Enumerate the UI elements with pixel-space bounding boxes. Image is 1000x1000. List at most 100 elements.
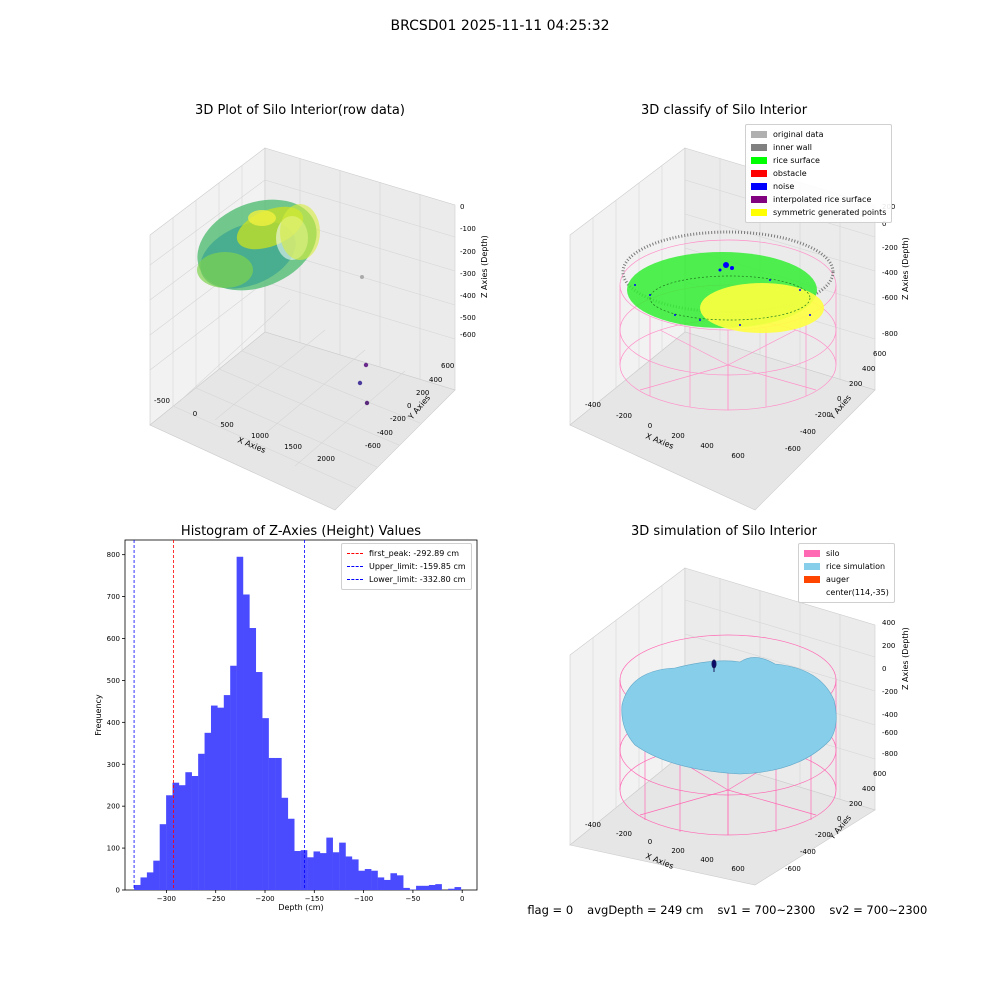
histogram-bar [185,772,192,890]
y-tick: 400 [862,785,875,793]
floor-pane [569,751,876,886]
legend-item: inner wall [751,141,886,154]
y-tick-label: 800 [107,551,120,559]
legend-label: interpolated rice surface [773,195,872,204]
z-tick: -600 [460,331,476,339]
legend-item: interpolated rice surface [751,193,886,206]
z-tick: 0 [460,203,464,211]
histogram-bar [134,884,141,890]
legend-label: rice simulation [826,562,886,571]
noise-points [634,262,811,326]
x-tick: 600 [731,865,744,873]
x-tick: 0 [193,410,197,418]
y-tick: -400 [377,429,393,437]
figure-title: BRCSD01 2025-11-11 04:25:32 [390,18,610,34]
legend-swatch [751,183,767,190]
x-tick: -400 [585,401,601,409]
z-axis-label: Z Axies (Depth) [901,627,910,690]
legend-swatch [751,209,767,216]
x-tick-label: −50 [406,895,421,903]
legend-swatch [804,576,820,583]
legend-label: noise [773,182,795,191]
z-tick: -200 [460,248,476,256]
x-tick: 2000 [317,455,335,463]
x-tick-label: −300 [157,895,176,903]
histogram-bar [339,842,346,890]
simulation-plot-title: 3D simulation of Silo Interior [631,524,817,539]
reference-lines [133,540,305,890]
symmetric-points [700,283,824,333]
z-axis-label: Z Axies (Depth) [901,237,910,300]
legend-swatch [804,563,820,570]
histogram-bar [422,885,430,890]
y-tick: 600 [873,350,886,358]
floor-pane [149,331,456,511]
x-tick: 1500 [284,443,302,451]
histogram-bars [134,556,462,890]
y-tick-labels: 600 400 200 0 -200 -400 -600 [785,350,886,453]
z-tick: -800 [882,750,898,758]
histogram-bar [294,851,301,890]
histogram-bar [332,852,340,890]
histogram-bar [236,556,244,890]
histogram-bar [204,732,212,890]
flag-text: flag = 0 [527,903,574,917]
legend-line [347,579,363,580]
y-tick-label: 700 [107,593,120,601]
legend-item: first_peak: -292.89 cm [347,547,466,560]
histogram-bar [255,672,263,890]
histogram-bar [146,872,154,890]
legend-item: auger [804,573,889,586]
y-tick: 200 [416,389,429,397]
histogram-bar [287,818,295,890]
histogram-chart: −300 −250 −200 −150 −100 −50 0 0 100 200 300 400 50… [94,539,478,912]
x-tick: 200 [671,432,684,440]
x-axis-label: Depth (cm) [278,903,323,912]
y-tick: 0 [407,402,411,410]
x-tick: 0 [648,838,652,846]
y-tick: 200 [849,380,862,388]
legend-swatch [751,131,767,138]
z-tick: -200 [882,688,898,696]
histogram-bar [198,753,205,890]
legend-item: silo [804,547,889,560]
z-tick: -500 [460,314,476,322]
z-tick: -400 [882,269,898,277]
legend-swatch [751,157,767,164]
histogram-bar [249,628,257,890]
y-tick-label: 600 [107,635,120,643]
y-tick: -600 [785,865,801,873]
x-tick-label: −100 [354,895,373,903]
x-tick: -200 [616,830,632,838]
histogram-bar [448,888,455,890]
x-tick: -400 [585,821,601,829]
legend-swatch [751,170,767,177]
z-tick-labels: 0 -100 -200 -300 -400 -500 -600 [460,203,476,339]
legend-swatch [751,144,767,151]
raw-3d-plot: -500 0 500 1000 1500 2000 X Axies 600 40… [149,147,489,511]
x-tick-labels: −300 −250 −200 −150 −100 −50 0 [157,890,464,903]
z-tick: -200 [882,244,898,252]
legend-item: obstacle [751,167,886,180]
histogram-bar [268,757,276,890]
interpolated-surface [649,275,811,321]
legend-item: Lower_limit: -332.80 cm [347,573,466,586]
histogram-bar [371,870,378,890]
legend-label: auger [826,575,850,584]
x-tick: 400 [700,856,713,864]
z-tick: -600 [882,729,898,737]
y-tick: -400 [800,848,816,856]
raw-plot-title: 3D Plot of Silo Interior(row data) [195,103,405,118]
histogram-bar [172,782,180,890]
legend-label: Upper_limit: -159.85 cm [369,562,466,571]
legend-label: symmetric generated points [773,208,887,217]
histogram-bar [390,873,398,890]
z-tick-labels: 400 200 0 -200 -400 -600 -800 [882,619,898,758]
histogram-bar [210,705,218,890]
status-footer: flag = 0 avgDepth = 249 cm sv1 = 700~2300 s… [520,889,941,917]
histogram-bar [300,850,308,890]
legend-label: Lower_limit: -332.80 cm [369,575,466,584]
y-tick: -400 [800,428,816,436]
y-tick-labels: 0 100 200 300 400 500 600 700 800 [107,551,125,895]
rice-simulation-surface [621,657,837,775]
